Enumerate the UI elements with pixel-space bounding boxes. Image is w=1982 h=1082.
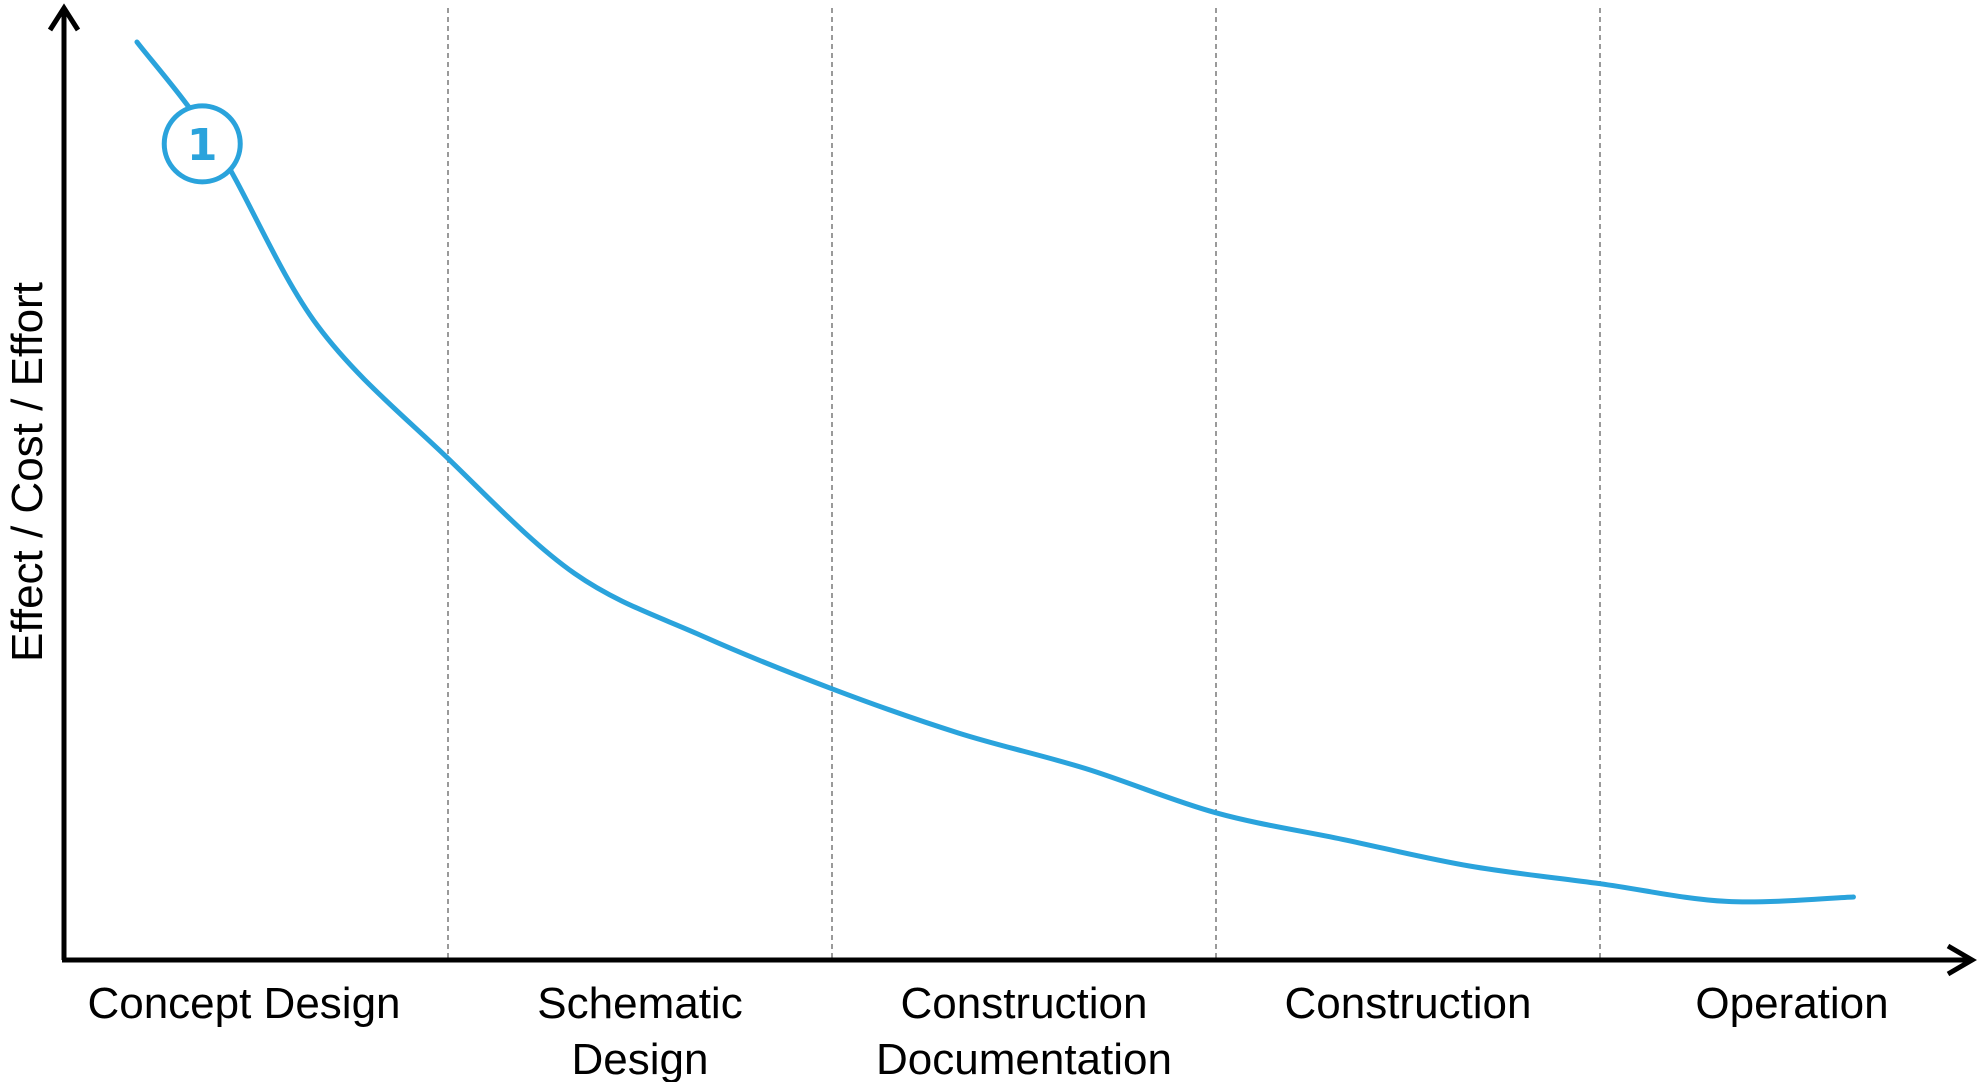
x-tick-label: Concept Design bbox=[87, 979, 400, 1028]
x-axis-arrow bbox=[1946, 943, 1977, 977]
x-tick-label: Construction Documentation bbox=[876, 979, 1172, 1082]
annotation-layer: 1 bbox=[161, 103, 243, 185]
y-axis-arrow bbox=[47, 3, 81, 32]
annotation-circle bbox=[161, 103, 243, 185]
x-tick-label: Schematic Design bbox=[537, 979, 742, 1082]
phase-dividers bbox=[447, 8, 1601, 958]
x-tick-label: Construction bbox=[1284, 979, 1531, 1028]
axes bbox=[47, 3, 1977, 977]
y-axis-label: Effect / Cost / Effort bbox=[3, 282, 52, 662]
x-tick-labels: Concept Design Schematic Design Constructio… bbox=[87, 979, 1888, 1082]
x-tick-label: Operation bbox=[1695, 979, 1888, 1028]
series-layer bbox=[134, 39, 1856, 905]
annotation-label: 1 bbox=[187, 120, 218, 171]
series-line bbox=[134, 39, 1856, 905]
